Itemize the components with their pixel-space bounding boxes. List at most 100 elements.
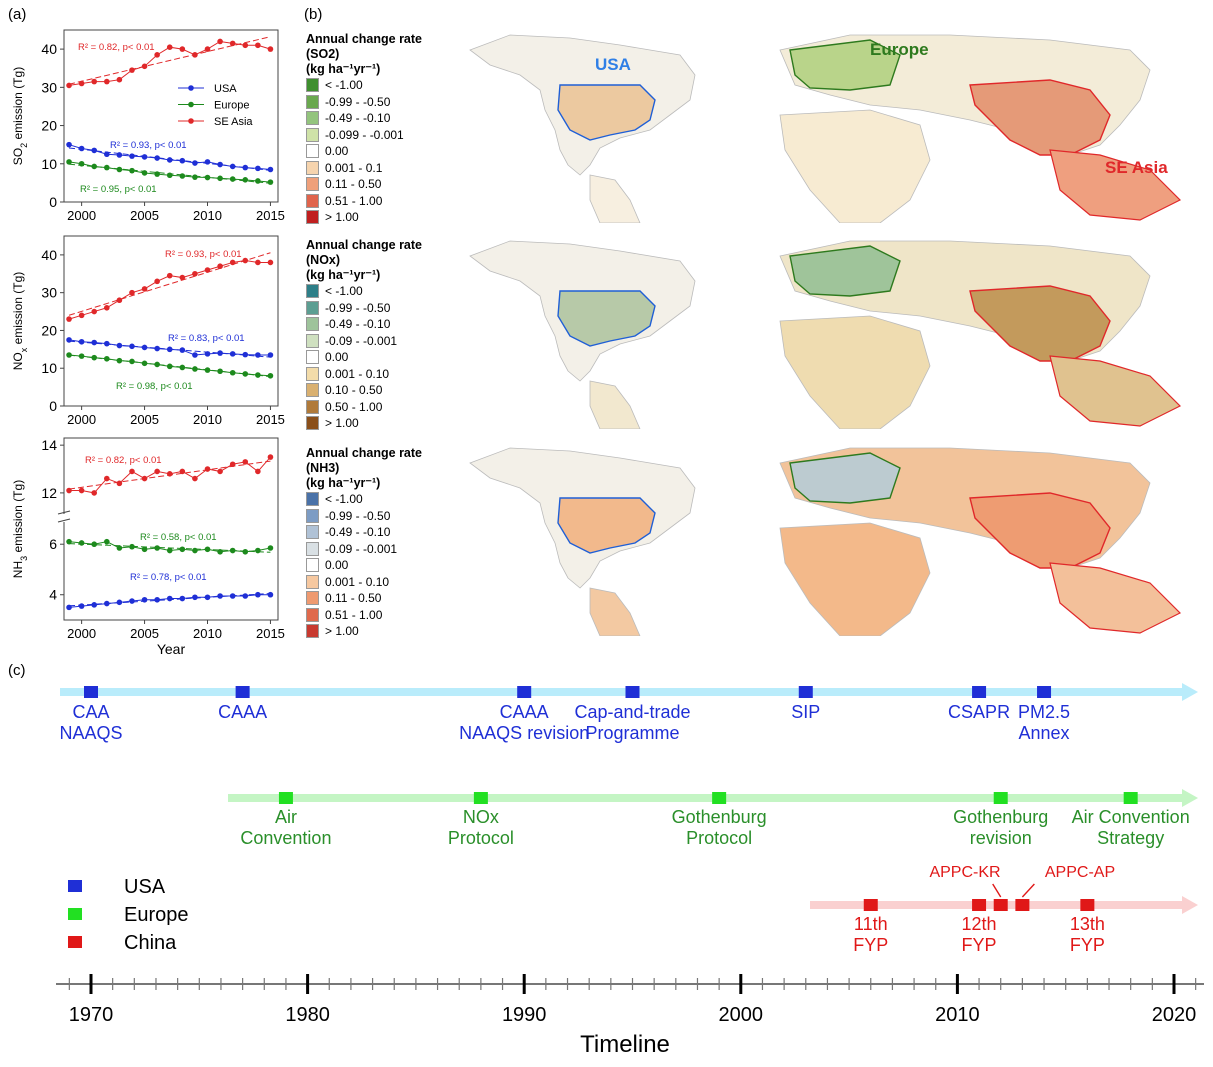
y-tick-label: 10 — [41, 156, 57, 172]
usa-event-label: NAAQS revision — [459, 723, 589, 743]
r2-annotation: R² = 0.83, p< 0.01 — [168, 333, 245, 344]
chart-nox: 0 10 20 30 40 2000 2005 2010 2015 NOx emission (T… — [11, 235, 285, 427]
china-event-label: APPC-KR — [929, 864, 1000, 881]
legend-swatch — [306, 317, 319, 332]
map-nox — [469, 240, 1182, 429]
legend-row: -0.99 - -0.50 — [306, 94, 436, 111]
data-point — [104, 151, 110, 158]
data-point — [255, 42, 261, 49]
data-point — [166, 272, 173, 279]
y-tick-label: 30 — [41, 285, 57, 301]
x-tick-label: 2005 — [130, 208, 159, 223]
legend-swatch — [306, 383, 319, 398]
y-tick-label: 20 — [41, 322, 57, 338]
china-event-marker — [972, 899, 987, 911]
europe-event-label: revision — [970, 828, 1032, 848]
data-point — [154, 545, 160, 551]
legend-label: SE Asia — [214, 116, 253, 128]
data-point — [78, 160, 85, 167]
legend-swatch — [306, 193, 319, 208]
data-point — [66, 538, 72, 545]
data-point — [267, 179, 274, 185]
usa-event-marker — [517, 686, 532, 698]
europe-event-label: Air Convention — [1072, 807, 1190, 827]
data-point — [204, 351, 211, 357]
data-point — [255, 352, 261, 358]
data-point — [78, 338, 85, 345]
y-tick-label: 6 — [49, 536, 57, 552]
data-point — [229, 259, 236, 266]
trend-line — [68, 36, 271, 85]
china-event-marker — [863, 899, 878, 911]
europe-event-label: Air — [275, 807, 297, 827]
timeline-legend-label: Europe — [124, 904, 189, 926]
axis-break-mark — [57, 510, 71, 515]
legend-swatch — [306, 508, 319, 523]
data-point — [141, 344, 148, 351]
legend-swatch — [306, 350, 319, 365]
usa-event-label: CAAA — [500, 702, 549, 722]
legend-row: 0.00 — [306, 349, 436, 366]
china-event-label: FYP — [853, 935, 888, 955]
data-point — [154, 171, 160, 177]
x-tick-label: 2015 — [256, 412, 285, 427]
data-point — [141, 596, 148, 603]
legend-label: < -1.00 — [325, 492, 363, 507]
map-so2: USA Europe SE Asia — [469, 34, 1182, 223]
data-point — [116, 166, 123, 173]
legend-label: -0.49 - -0.10 — [325, 525, 391, 540]
chart-so2: 0 10 20 30 40 2000 2005 2010 2015 SO2 emission (T… — [11, 29, 285, 223]
europe-region — [789, 452, 901, 504]
data-point — [91, 308, 98, 315]
data-point — [166, 595, 173, 602]
data-point — [229, 176, 236, 182]
data-point — [267, 259, 274, 266]
map-label-europe: Europe — [870, 40, 929, 59]
legend-row: -0.99 - -0.50 — [306, 300, 436, 317]
y-tick-label: 20 — [41, 118, 57, 134]
panel-label-b: (b) — [304, 6, 323, 23]
data-point — [229, 163, 236, 170]
series-line — [68, 161, 271, 183]
data-point — [66, 141, 72, 148]
legend-row: 0.001 - 0.10 — [306, 574, 436, 591]
data-point — [229, 369, 236, 376]
timeline-tick-label: 2000 — [719, 1004, 764, 1026]
data-point — [267, 454, 274, 460]
data-point — [229, 40, 236, 47]
data-point — [192, 174, 198, 180]
data-point — [179, 347, 186, 353]
legend-swatch — [306, 160, 319, 175]
map-legend-so2: Annual change rate (SO2) (kg ha⁻¹yr⁻¹) <… — [306, 32, 436, 226]
legend-marker — [188, 101, 194, 108]
y-axis-label: NOx emission (Tg) — [11, 272, 29, 371]
africa-landmass — [779, 315, 931, 429]
plot-frame — [63, 437, 279, 621]
legend-label: -0.09 - -0.001 — [325, 541, 398, 556]
legend-swatch — [306, 366, 319, 381]
legend-swatch — [306, 144, 319, 159]
data-point — [129, 289, 135, 296]
legend-row: < -1.00 — [306, 491, 436, 508]
data-point — [255, 547, 261, 554]
legend-row: 0.00 — [306, 557, 436, 574]
usa-event-marker — [235, 686, 250, 698]
map-nh3 — [469, 447, 1182, 636]
legend-row: 0.50 - 1.00 — [306, 399, 436, 416]
x-tick-label: 2005 — [130, 626, 159, 641]
data-point — [154, 596, 160, 603]
timeline-tick-label: 1990 — [502, 1004, 547, 1026]
data-point — [154, 361, 160, 368]
legend-label: 0.00 — [325, 144, 349, 159]
data-point — [217, 350, 223, 356]
data-point — [179, 364, 186, 371]
legend-swatch — [306, 541, 319, 556]
data-point — [78, 312, 85, 319]
usa-arrow-head — [1182, 683, 1198, 701]
data-point — [204, 466, 211, 472]
data-point — [179, 46, 186, 52]
x-tick-label: 2015 — [256, 208, 285, 223]
timeline-legend-label: USA — [124, 876, 166, 898]
panel-label-c: (c) — [8, 662, 26, 679]
